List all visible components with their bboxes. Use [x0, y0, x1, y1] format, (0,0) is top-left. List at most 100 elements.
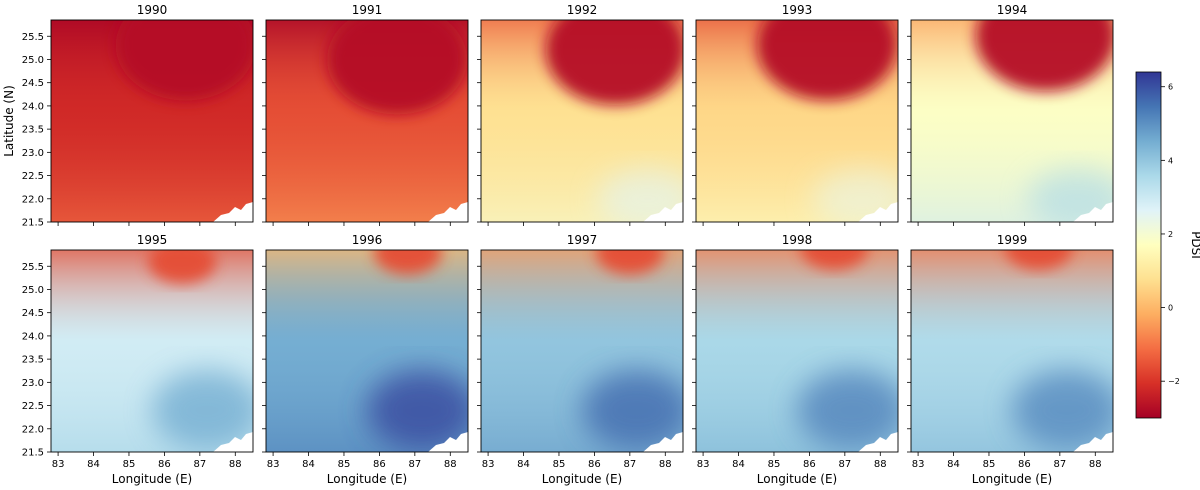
heatmap-panel-1990: 1990 21.5 22.0 22.5 23.0 23.5 24.0 24.5 25.0 25.5…	[2, 3, 254, 229]
y-axis-label: Latitude (N)	[2, 85, 16, 157]
y-tick-label: 22.5	[22, 171, 44, 182]
x-tick-label: 88	[874, 459, 887, 470]
drought-core	[115, 20, 253, 101]
x-tick-label: 87	[1053, 459, 1066, 470]
panel-title: 1999	[997, 233, 1028, 247]
panel-frame	[265, 19, 469, 223]
no-data-region	[428, 202, 468, 222]
wet-core	[1011, 370, 1113, 451]
heatmap-panel-1999: 1999 83 84 85 86 87 88 Longitude (E)	[907, 233, 1114, 486]
x-tick-label: 87	[623, 459, 636, 470]
x-tick-label: 87	[408, 459, 421, 470]
x-tick-label: 88	[444, 459, 457, 470]
y-tick-label: 24.0	[22, 331, 44, 342]
colorbar-tick-label: −2	[1168, 377, 1180, 386]
x-tick-label: 83	[697, 459, 710, 470]
x-tick-label: 84	[732, 459, 745, 470]
y-tick-label: 22.0	[22, 194, 44, 205]
x-tick-label: 85	[768, 459, 781, 470]
drought-core	[373, 250, 442, 275]
drought-core	[1004, 250, 1073, 270]
colorbar-tick-label: 0	[1168, 304, 1173, 313]
y-tick-label: 25.5	[22, 262, 44, 273]
wet-core	[1027, 168, 1113, 222]
x-axis-label: Longitude (E)	[112, 472, 192, 486]
wet-core	[796, 370, 898, 451]
colorbar-gradient	[1135, 71, 1162, 419]
y-tick-label: 21.5	[22, 218, 44, 229]
heatmap-panel-1992: 1992	[477, 3, 684, 226]
colorbar-label: PDSI	[1189, 231, 1200, 259]
x-tick-label: 85	[553, 459, 566, 470]
heatmap-panel-1997: 1997 83 84 85 86 87 88 Longitude (E)	[477, 233, 684, 486]
no-data-region	[1073, 202, 1113, 222]
x-tick-label: 83	[52, 459, 65, 470]
x-axis-label: Longitude (E)	[757, 472, 837, 486]
no-data-region	[428, 432, 468, 452]
x-tick-label: 88	[659, 459, 672, 470]
panel-frame	[50, 249, 254, 453]
x-tick-label: 86	[588, 459, 601, 470]
y-tick-label: 25.5	[22, 32, 44, 43]
no-data-region	[643, 432, 683, 452]
colorbar: 6 4 2 0 −2 PDSI	[1135, 71, 1200, 419]
x-tick-label: 87	[193, 459, 206, 470]
x-tick-label: 87	[838, 459, 851, 470]
panel-frame	[480, 19, 684, 223]
y-tick-label: 24.0	[22, 101, 44, 112]
wet-core	[151, 370, 253, 451]
x-tick-label: 86	[1018, 459, 1031, 470]
no-data-region	[213, 202, 253, 222]
x-tick-label: 84	[302, 459, 315, 470]
drought-core	[595, 250, 664, 275]
no-data-region	[858, 202, 898, 222]
wet-core	[581, 370, 683, 451]
x-tick-label: 83	[912, 459, 925, 470]
y-tick-label: 24.5	[22, 308, 44, 319]
panel-title: 1993	[782, 3, 813, 17]
y-tick-label: 22.0	[22, 424, 44, 435]
y-tick-label: 25.0	[22, 55, 44, 66]
heatmap-panel-1991: 1991	[262, 3, 469, 226]
heatmap-panel-1995: 1995 83 84 85 86 87 88 21.5 22.0 22.5 23.0 23.5 24.0…	[22, 233, 254, 486]
x-tick-label: 86	[158, 459, 171, 470]
panel-title: 1997	[567, 233, 598, 247]
y-tick-label: 23.0	[22, 378, 44, 389]
y-tick-label: 23.0	[22, 148, 44, 159]
panel-frame	[910, 19, 1114, 223]
no-data-region	[1073, 432, 1113, 452]
x-tick-label: 83	[267, 459, 280, 470]
heatmap-panel-1998: 1998 83 84 85 86 87 88 Longitude (E)	[692, 233, 899, 486]
y-tick-label: 22.5	[22, 401, 44, 412]
wet-core	[812, 168, 898, 222]
x-tick-label: 86	[373, 459, 386, 470]
y-tick-label: 23.5	[22, 125, 44, 136]
y-tick-label: 24.5	[22, 78, 44, 89]
panel-title: 1998	[782, 233, 813, 247]
colorbar-tick-label: 4	[1168, 156, 1173, 165]
drought-core	[800, 250, 869, 270]
drought-core	[975, 20, 1113, 92]
x-tick-label: 84	[517, 459, 530, 470]
no-data-region	[643, 202, 683, 222]
x-tick-label: 86	[803, 459, 816, 470]
panel-title: 1991	[352, 3, 383, 17]
drought-core	[757, 20, 898, 101]
panel-frame	[50, 19, 254, 223]
x-axis-label: Longitude (E)	[972, 472, 1052, 486]
wet-core	[366, 370, 468, 451]
panel-frame	[695, 19, 899, 223]
heatmap-panel-1994: 1994	[907, 3, 1114, 226]
x-tick-label: 83	[482, 459, 495, 470]
x-tick-label: 84	[87, 459, 100, 470]
drought-core	[327, 20, 468, 115]
panel-frame	[910, 249, 1114, 453]
panel-title: 1996	[352, 233, 383, 247]
no-data-region	[858, 432, 898, 452]
y-tick-label: 25.0	[22, 285, 44, 296]
x-tick-label: 85	[338, 459, 351, 470]
x-tick-label: 88	[229, 459, 242, 470]
y-tick-label: 23.5	[22, 355, 44, 366]
x-axis-label: Longitude (E)	[327, 472, 407, 486]
